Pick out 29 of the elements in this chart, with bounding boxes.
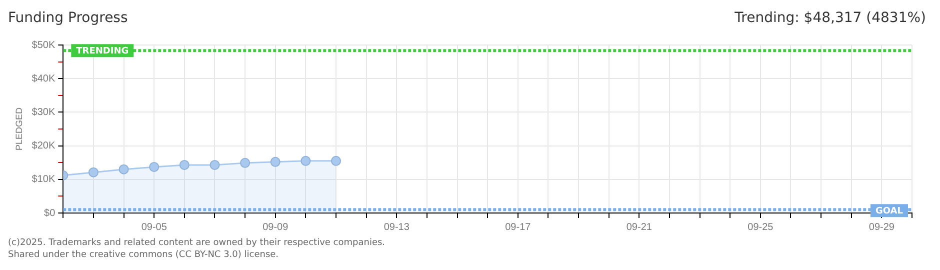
chart-title: Funding Progress: [8, 10, 128, 26]
point: [240, 158, 250, 168]
x-tick-label: 09-09: [262, 222, 289, 233]
point: [210, 160, 220, 170]
y-tick-label: $0: [44, 208, 56, 219]
text: Shared under the creative commons (CC BY-NC 3.0) license.: [8, 249, 280, 261]
y-tick-label: $40K: [32, 73, 56, 84]
x-tick-label: 09-17: [505, 222, 532, 233]
x-tick-label: 09-25: [748, 222, 774, 233]
text: (c)2025. Trademarks and related content are owned by their respective companies.: [8, 237, 386, 249]
x-tick-label: 09-21: [626, 222, 652, 233]
ref-line-label: TRENDING: [76, 46, 129, 56]
chart-subtitle: Trending: $48,317 (4831%): [734, 10, 926, 26]
y-axis-title: PLEDGED: [14, 106, 24, 151]
point: [300, 156, 311, 166]
y-tick-label: $30K: [32, 106, 56, 118]
x-tick-label: 09-29: [868, 222, 895, 233]
y-tick-label: $20K: [32, 140, 56, 152]
point: [149, 162, 160, 172]
point: [331, 156, 341, 166]
x-tick-label: 09-13: [384, 222, 410, 233]
ref-line-label: GOAL: [876, 206, 904, 216]
y-tick-label: $50K: [32, 40, 56, 51]
y-tick-label: $10K: [32, 174, 56, 186]
point: [270, 156, 280, 167]
point: [118, 164, 129, 174]
point: [179, 160, 190, 170]
point: [88, 167, 98, 178]
x-tick-label: 09-05: [141, 222, 168, 233]
